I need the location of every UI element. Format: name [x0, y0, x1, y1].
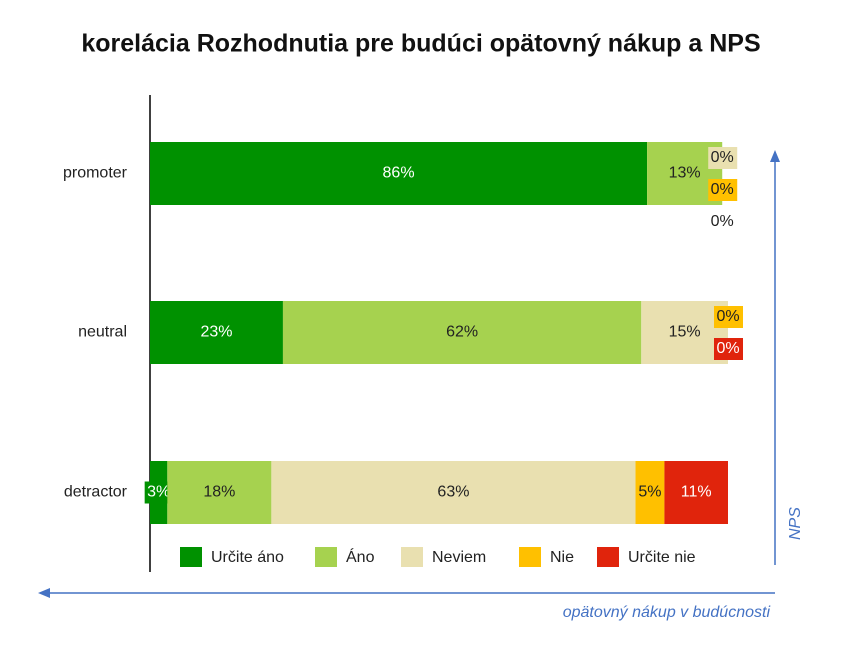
bar-segment: [282, 301, 642, 364]
repurchase-annotation: opätovný nákup v budúcnosti: [563, 604, 771, 621]
bar-segment: [150, 301, 283, 364]
bar-segment: [150, 142, 648, 205]
legend-swatch: [315, 547, 337, 567]
data-label: 86%: [383, 165, 415, 182]
legend-label: Áno: [346, 547, 375, 566]
legend-swatch: [597, 547, 619, 567]
data-label: 13%: [669, 165, 701, 182]
legend-swatch: [180, 547, 202, 567]
legend-label: Nie: [550, 549, 574, 566]
legend-label: Určite áno: [211, 549, 284, 566]
data-label: 11%: [681, 484, 712, 501]
data-label-box: [714, 306, 743, 328]
data-label: 0%: [711, 181, 734, 198]
category-label: neutral: [78, 324, 127, 341]
data-label: 62%: [446, 324, 478, 341]
legend-swatch: [401, 547, 423, 567]
data-label: 5%: [638, 484, 661, 501]
data-label: 0%: [716, 340, 739, 357]
data-label-box: [708, 179, 738, 201]
chart-title: korelácia Rozhodnutia pre budúci opätovn…: [81, 30, 760, 58]
legend-label: Neviem: [432, 549, 486, 566]
data-label: 18%: [203, 484, 235, 501]
data-label: 0%: [711, 213, 734, 230]
legend-swatch: [519, 547, 541, 567]
data-label: 63%: [437, 484, 469, 501]
nps-arrow-head: [770, 150, 780, 162]
data-label: 3%: [147, 484, 170, 501]
bar-segment: [271, 461, 636, 524]
data-label: 23%: [200, 324, 232, 341]
data-label: 0%: [716, 308, 739, 325]
data-label: 0%: [711, 149, 734, 166]
legend-label: Určite nie: [628, 549, 696, 566]
bar-segment: [641, 301, 728, 364]
data-label-box: [708, 147, 738, 169]
category-label: promoter: [63, 165, 128, 182]
bar-segment: [664, 461, 728, 524]
data-label-box: [144, 481, 173, 504]
repurchase-arrow-head: [38, 588, 50, 598]
data-label: 15%: [669, 324, 701, 341]
bar-segment: [167, 461, 272, 524]
data-label-box: [635, 481, 664, 504]
data-label-box: [714, 338, 743, 360]
category-label: detractor: [64, 484, 128, 501]
nps-annotation: NPS: [787, 507, 804, 540]
